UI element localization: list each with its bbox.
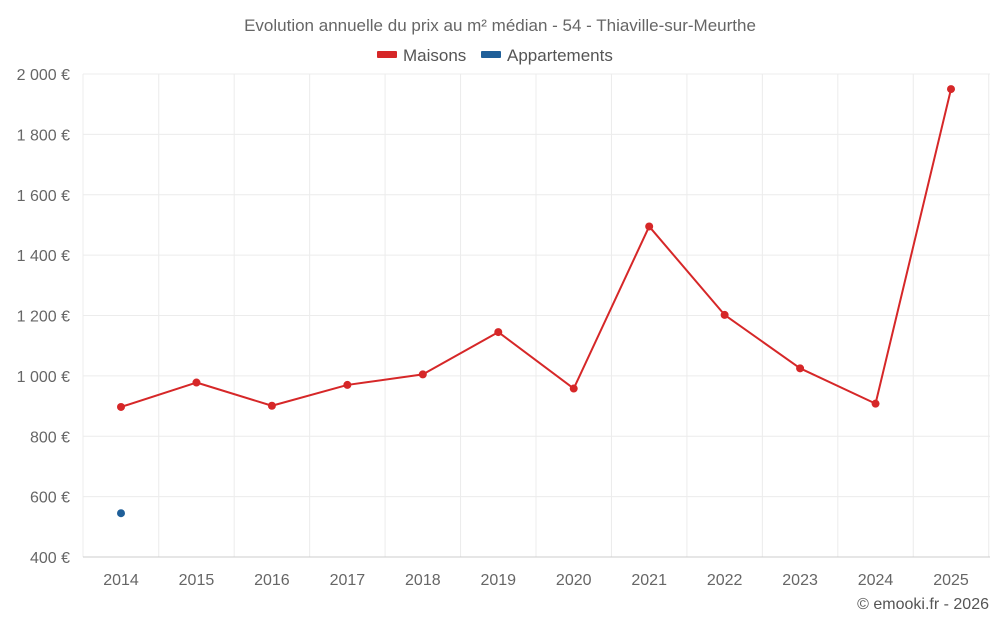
x-tick-label: 2015: [179, 572, 215, 589]
data-point-maisons[interactable]: [343, 380, 352, 389]
y-tick-label: 2 000 €: [17, 67, 70, 84]
data-point-maisons[interactable]: [192, 378, 201, 387]
x-tick-label: 2014: [103, 572, 139, 589]
x-tick-label: 2023: [782, 572, 818, 589]
data-point-maisons[interactable]: [569, 384, 578, 393]
credit-text: © emooki.fr - 2026: [857, 596, 989, 613]
legend-item-appartements[interactable]: Appartements: [481, 46, 613, 65]
legend-swatch-maisons: [377, 51, 397, 58]
x-tick-label: 2021: [631, 572, 667, 589]
x-tick-label: 2025: [933, 572, 969, 589]
x-tick-label: 2019: [480, 572, 516, 589]
y-tick-label: 1 200 €: [17, 309, 70, 326]
legend: Maisons Appartements: [377, 46, 613, 65]
x-tick-label: 2018: [405, 572, 441, 589]
data-point-maisons[interactable]: [267, 401, 276, 410]
data-point-maisons[interactable]: [117, 402, 125, 411]
x-axis: 2014 2015 2016 2017 2018 2019 2020 2021 2022 2023…: [103, 572, 969, 589]
data-point-maisons[interactable]: [871, 399, 880, 408]
legend-label-maisons: Maisons: [403, 46, 466, 65]
y-tick-label: 800 €: [30, 429, 70, 446]
y-tick-label: 1 000 €: [17, 369, 70, 386]
chart-title: Evolution annuelle du prix au m² médian …: [244, 16, 756, 35]
series-layer: [117, 85, 955, 518]
data-point-maisons[interactable]: [947, 85, 955, 94]
x-tick-label: 2017: [330, 572, 366, 589]
data-point-maisons[interactable]: [494, 328, 503, 337]
data-point-appartements[interactable]: [117, 509, 125, 518]
y-axis: 400 € 600 € 800 € 1 000 € 1 200 € 1 400 € 1 60…: [17, 67, 70, 567]
data-point-maisons[interactable]: [418, 370, 427, 379]
legend-label-appartements: Appartements: [507, 46, 613, 65]
legend-item-maisons[interactable]: Maisons: [377, 46, 466, 65]
y-tick-label: 1 400 €: [17, 248, 70, 265]
data-point-maisons[interactable]: [645, 222, 654, 231]
x-tick-label: 2016: [254, 572, 290, 589]
y-tick-label: 400 €: [30, 550, 70, 567]
y-tick-label: 600 €: [30, 490, 70, 507]
data-point-maisons[interactable]: [720, 310, 729, 319]
series-line-maisons: [120, 88, 952, 408]
y-tick-label: 1 800 €: [17, 127, 70, 144]
grid: [82, 73, 990, 557]
legend-swatch-appartements: [481, 51, 501, 58]
data-point-maisons[interactable]: [796, 364, 805, 373]
x-tick-label: 2024: [858, 572, 894, 589]
x-tick-label: 2022: [707, 572, 743, 589]
y-tick-label: 1 600 €: [17, 188, 70, 205]
x-tick-label: 2020: [556, 572, 592, 589]
